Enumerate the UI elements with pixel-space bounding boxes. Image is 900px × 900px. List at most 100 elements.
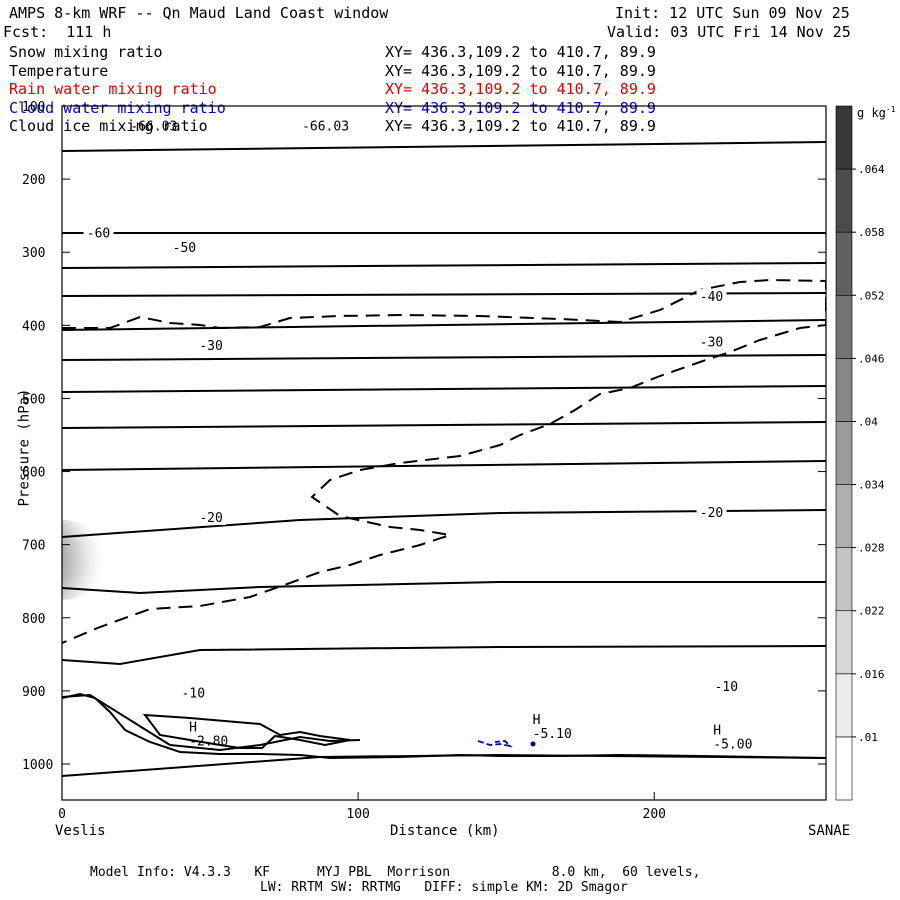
colorbar-swatch	[835, 736, 853, 801]
right-endpoint: SANAE	[808, 823, 851, 839]
field-name: Snow mixing ratio	[9, 43, 163, 61]
y-axis-label: Pressure (hPa)	[16, 388, 33, 507]
field-xy: XY= 436.3,109.2 to 410.7, 89.9	[385, 80, 656, 98]
chart-title: AMPS 8-km WRF -- Qn Maud Land Coast wind…	[9, 4, 389, 22]
contour-label: -60	[87, 226, 110, 241]
colorbar-tick-label: .046	[858, 352, 885, 365]
x-tick-label: 0	[58, 807, 66, 822]
plot-frame	[61, 105, 827, 801]
model-info: Model Info: V4.3.3 KF MYJ PBL Morrison 8…	[90, 865, 701, 880]
colorbar-swatch	[835, 168, 853, 233]
terrain-surface	[61, 692, 827, 760]
min-label: -66.03	[130, 119, 177, 134]
y-tick-label: 700	[22, 539, 45, 554]
isotherm	[62, 354, 826, 361]
colorbar-swatch	[835, 547, 853, 612]
isotherm	[62, 753, 826, 777]
y-tick-label: 1000	[22, 758, 53, 773]
colorbar-unit-exp: -1	[885, 105, 896, 114]
isotherm	[62, 509, 826, 538]
isotherm	[62, 645, 826, 666]
isotherm	[62, 421, 826, 429]
forecast-hour: Fcst: 111 h	[3, 23, 112, 41]
colorbar-swatch	[835, 610, 853, 675]
colorbar-tick-label: .052	[858, 289, 885, 302]
contour-label: -10	[715, 680, 738, 695]
high-marker: H	[713, 723, 721, 738]
contour-label-bg	[83, 225, 114, 241]
contour-label: -30	[199, 339, 222, 354]
contour-label-bg	[169, 240, 200, 256]
contour-label-bg	[178, 685, 209, 701]
colorbar-swatch	[835, 484, 853, 548]
isotherm	[62, 460, 826, 471]
colorbar-swatch	[835, 673, 853, 738]
colorbar-tick-label: .022	[858, 605, 885, 618]
high-marker: H	[533, 713, 541, 728]
y-tick-label: 800	[22, 612, 45, 627]
high-value: -2.80	[189, 734, 228, 749]
contour-label-bg	[711, 678, 742, 694]
y-tick-label: 300	[22, 246, 45, 261]
physics-info: LW: RRTM SW: RRTMG DIFF: simple KM: 2D S…	[260, 880, 628, 895]
cloud-water-contour	[477, 740, 513, 748]
x-axis-label: Distance (km)	[390, 823, 500, 839]
field-name: Rain water mixing ratio	[9, 80, 217, 98]
contour-label: -50	[173, 241, 196, 256]
isotherm	[62, 581, 826, 595]
field-xy: XY= 436.3,109.2 to 410.7, 89.9	[385, 62, 656, 80]
colorbar-tick-label: .058	[858, 226, 885, 239]
colorbar-tick-label: .028	[858, 542, 885, 555]
field-name: Cloud water mixing ratio	[9, 99, 226, 117]
x-tick-label: 100	[346, 807, 369, 822]
y-tick-label: 200	[22, 173, 45, 188]
colorbar-unit: g kg-1	[857, 102, 896, 121]
colorbar-swatch	[835, 421, 853, 485]
y-tick-label: 400	[22, 319, 45, 334]
init-time: Init: 12 UTC Sun 09 Nov 25	[615, 4, 850, 22]
colorbar-tick-label: .034	[858, 479, 885, 492]
isotherm	[62, 319, 826, 331]
isotherm	[62, 693, 361, 752]
x-tick-label: 200	[643, 807, 666, 822]
colorbar-tick-label: .064	[858, 163, 885, 176]
closed-contour	[142, 713, 351, 749]
colorbar-tick-label: .01	[858, 731, 878, 744]
contour-label-bg	[196, 338, 227, 354]
colorbar-unit-text: g kg	[857, 106, 886, 120]
field-xy: XY= 436.3,109.2 to 410.7, 89.9	[385, 43, 656, 61]
isotherm	[62, 141, 826, 152]
colorbar-swatch	[835, 105, 853, 170]
colorbar-swatch	[835, 231, 853, 296]
cloud-water-dot	[530, 741, 536, 747]
snow-maximum	[62, 520, 110, 600]
contour-label-bg	[196, 509, 227, 525]
contour-label-bg	[696, 504, 727, 520]
field-xy: XY= 436.3,109.2 to 410.7, 89.9	[385, 117, 656, 135]
left-endpoint: Veslis	[55, 823, 106, 839]
valid-time: Valid: 03 UTC Fri 14 Nov 25	[607, 23, 851, 41]
colorbar-swatch	[835, 294, 853, 359]
contour-label: -20	[700, 506, 723, 521]
colorbar-tick-label: .016	[858, 668, 885, 681]
contour-label: -40	[700, 290, 723, 305]
high-marker: H	[189, 720, 197, 735]
min-label: -66.03	[302, 119, 349, 134]
high-value: -5.00	[713, 737, 752, 752]
isotherm	[62, 262, 826, 269]
high-value: -5.10	[533, 727, 572, 742]
cloud-ice-contour	[62, 278, 826, 644]
y-tick-label: 900	[22, 685, 45, 700]
colorbar-tick-label: .04	[858, 415, 878, 428]
colorbar-swatch	[835, 358, 853, 422]
contour-label: -30	[700, 335, 723, 350]
contour-label: -20	[199, 511, 222, 526]
field-name: Cloud ice mixing ratio	[9, 117, 208, 135]
y-tick-label: 500	[22, 392, 45, 407]
contour-label-bg	[696, 334, 727, 350]
field-name: Temperature	[9, 62, 109, 80]
isotherm	[62, 385, 826, 393]
y-tick-label: 100	[22, 100, 45, 115]
y-tick-label: 600	[22, 466, 45, 481]
